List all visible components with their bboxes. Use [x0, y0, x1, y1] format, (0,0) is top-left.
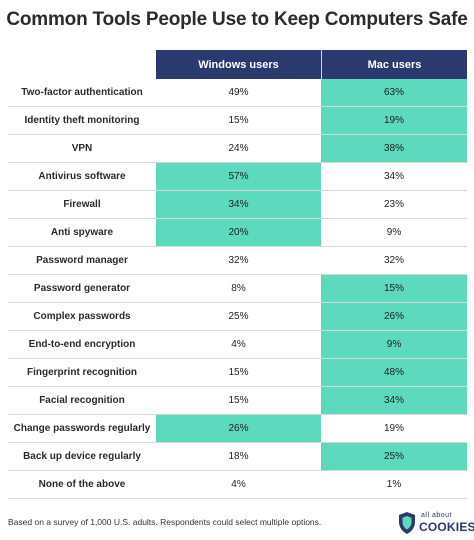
- cell-windows: 18%: [228, 451, 249, 462]
- row-label: None of the above: [38, 479, 126, 490]
- row-label: Password generator: [33, 283, 131, 294]
- table-row: VPN 24% 38%: [8, 135, 467, 163]
- row-label: Password manager: [36, 255, 128, 266]
- table-row: Change passwords regularly 26% 19%: [8, 415, 467, 443]
- row-label: Complex passwords: [33, 311, 131, 322]
- table-row: Identity theft monitoring 15% 19%: [8, 107, 467, 135]
- cell-mac: 38%: [321, 135, 467, 162]
- cell-mac: 25%: [321, 443, 467, 470]
- row-label: End-to-end encryption: [28, 339, 136, 350]
- cell-mac: 32%: [383, 255, 404, 266]
- cell-mac: 15%: [321, 275, 467, 302]
- cell-windows: 24%: [228, 143, 249, 154]
- table-row: None of the above 4% 1%: [8, 471, 467, 499]
- row-label: Identity theft monitoring: [24, 115, 140, 126]
- table-row: Facial recognition 15% 34%: [8, 387, 467, 415]
- cell-mac: 63%: [321, 79, 467, 106]
- cell-windows: 34%: [156, 191, 321, 218]
- cell-windows: 25%: [228, 311, 249, 322]
- table-row: Two-factor authentication 49% 63%: [8, 79, 467, 107]
- cell-mac: 48%: [321, 359, 467, 386]
- cell-windows: 26%: [156, 415, 321, 442]
- row-label: Back up device regularly: [23, 451, 141, 462]
- table-row: Fingerprint recognition 15% 48%: [8, 359, 467, 387]
- table-row: Password generator 8% 15%: [8, 275, 467, 303]
- cell-mac: 19%: [321, 107, 467, 134]
- header-spacer: [8, 50, 156, 79]
- cell-mac: 1%: [386, 479, 402, 490]
- brand-logo: all about COOKIES: [398, 511, 474, 537]
- cell-windows: 8%: [231, 283, 246, 294]
- row-label: Two-factor authentication: [21, 87, 143, 98]
- cell-windows: 20%: [156, 219, 321, 246]
- cell-windows: 32%: [228, 255, 249, 266]
- table-header: Windows users Mac users: [8, 50, 467, 79]
- row-label: Facial recognition: [39, 395, 125, 406]
- table-row: End-to-end encryption 4% 9%: [8, 331, 467, 359]
- table-body: Two-factor authentication 49% 63% Identity …: [8, 79, 467, 499]
- table-row: Firewall 34% 23%: [8, 191, 467, 219]
- cell-windows: 4%: [231, 339, 246, 350]
- comparison-table: Windows users Mac users Two-factor authe…: [8, 50, 467, 499]
- logo-text-big: COOKIES: [419, 520, 474, 534]
- cell-mac: 34%: [321, 387, 467, 414]
- row-label: Fingerprint recognition: [27, 367, 137, 378]
- cell-mac: 9%: [386, 227, 402, 238]
- cell-mac: 34%: [383, 171, 404, 182]
- row-label: Firewall: [63, 199, 101, 210]
- cell-windows: 57%: [156, 163, 321, 190]
- table-row: Complex passwords 25% 26%: [8, 303, 467, 331]
- table-row: Back up device regularly 18% 25%: [8, 443, 467, 471]
- cell-windows: 49%: [228, 87, 249, 98]
- cell-windows: 4%: [231, 479, 246, 490]
- row-label: Antivirus software: [38, 171, 126, 182]
- table-row: Anti spyware 20% 9%: [8, 219, 467, 247]
- cell-windows: 15%: [228, 115, 249, 126]
- row-label: Change passwords regularly: [13, 423, 151, 434]
- cell-windows: 15%: [228, 367, 249, 378]
- table-row: Password manager 32% 32%: [8, 247, 467, 275]
- cell-mac: 26%: [321, 303, 467, 330]
- chart-title: Common Tools People Use to Keep Computer…: [6, 9, 468, 30]
- cell-windows: 15%: [228, 395, 249, 406]
- column-header-mac: Mac users: [322, 50, 467, 79]
- row-label: Anti spyware: [50, 227, 114, 238]
- footnote: Based on a survey of 1,000 U.S. adults. …: [8, 517, 322, 527]
- row-label: VPN: [71, 143, 93, 154]
- column-header-windows: Windows users: [156, 50, 322, 79]
- table-row: Antivirus software 57% 34%: [8, 163, 467, 191]
- cell-mac: 23%: [383, 199, 404, 210]
- logo-text-small: all about: [421, 512, 452, 519]
- shield-icon: [399, 512, 415, 534]
- cell-mac: 19%: [383, 423, 404, 434]
- cell-mac: 9%: [321, 331, 467, 358]
